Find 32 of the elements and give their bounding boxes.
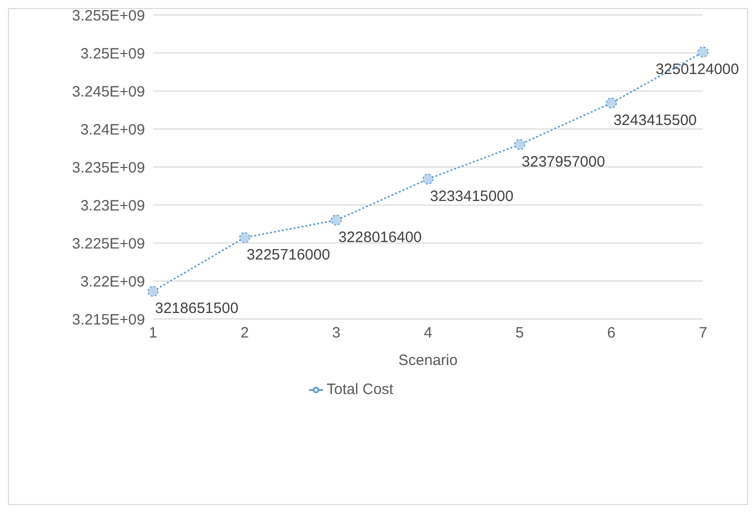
data-label: 3228016400 (338, 229, 422, 246)
point (514, 139, 526, 150)
y-tick-label: 3.225E+09 (72, 235, 145, 252)
y-tick-label: 3.25E+09 (80, 45, 145, 62)
x-tick-label: 3 (332, 324, 341, 342)
y-tick-label: 3.235E+09 (72, 159, 145, 176)
y-tick-label: 3.255E+09 (72, 7, 145, 24)
data-label: 3237957000 (522, 154, 606, 171)
point (239, 232, 250, 244)
data-label: 3233415000 (430, 188, 514, 206)
y-tick-label: 3.23E+09 (80, 197, 145, 214)
point (698, 46, 708, 58)
data-label: 3218651500 (155, 300, 238, 318)
point (422, 174, 434, 185)
y-tick-label: 3.245E+09 (72, 83, 145, 100)
y-tick-label: 3.24E+09 (80, 121, 145, 138)
x-tick-label: 7 (698, 324, 708, 342)
point (148, 286, 158, 297)
data-label: 3243415500 (613, 112, 697, 130)
legend-label: Total Cost (326, 381, 394, 398)
x-tick-label: 1 (148, 324, 158, 342)
x-axis-title: Scenario (398, 352, 458, 369)
data-label: 3225716000 (246, 246, 330, 264)
data-label: 3250124000 (656, 61, 739, 78)
x-tick-label: 4 (424, 324, 432, 342)
x-tick-label: 5 (515, 324, 524, 342)
point (330, 214, 342, 226)
y-tick-label: 3.22E+09 (80, 273, 145, 290)
y-tick-label: 3.215E+09 (72, 311, 145, 328)
point (606, 98, 617, 109)
x-tick-label: 6 (607, 324, 616, 342)
x-tick-label: 2 (240, 324, 249, 342)
